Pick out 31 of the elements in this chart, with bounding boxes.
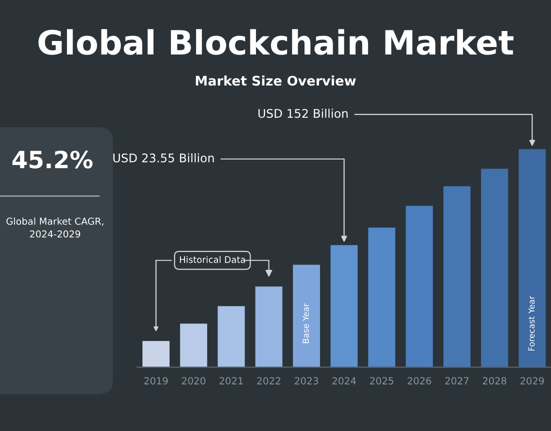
- x-tick-label: 2025: [370, 377, 394, 384]
- bar: [518, 149, 546, 368]
- x-tick-label: 2023: [294, 377, 318, 384]
- x-tick-label: 2026: [408, 377, 432, 384]
- bar: [443, 186, 470, 368]
- x-tick-label: 2022: [257, 377, 280, 384]
- annotation: Base Year: [302, 303, 309, 344]
- x-tick-label: 2027: [445, 377, 468, 384]
- bar: [481, 168, 508, 368]
- bar: [255, 286, 282, 368]
- annotation: Forecast Year: [528, 296, 535, 351]
- bar: [218, 306, 245, 368]
- text: Global Market CAGR, 2024-2029: [6, 217, 104, 238]
- bar: [330, 245, 358, 368]
- bar: [292, 264, 320, 368]
- x-tick-label: 2024: [332, 377, 356, 384]
- annotation: USD 23.55 Billion: [113, 153, 214, 162]
- x-tick-label: 2019: [144, 377, 168, 384]
- bar: [180, 324, 208, 368]
- x-tick-label: 2029: [520, 377, 544, 384]
- chart-subtitle: Market Size Overview: [196, 76, 356, 86]
- bar: [142, 341, 170, 368]
- text: USD 152 Billion: [258, 108, 348, 118]
- x-tick-label: 2028: [482, 377, 506, 384]
- bar: [406, 206, 433, 368]
- x-tick-label: 2020: [182, 377, 206, 384]
- chart-title: Global Blockchain Market: [38, 29, 514, 55]
- annotation: Historical Data: [180, 256, 245, 263]
- text: 45.2%: [12, 150, 93, 168]
- bar: [368, 228, 396, 368]
- x-tick-label: 2021: [220, 377, 243, 384]
